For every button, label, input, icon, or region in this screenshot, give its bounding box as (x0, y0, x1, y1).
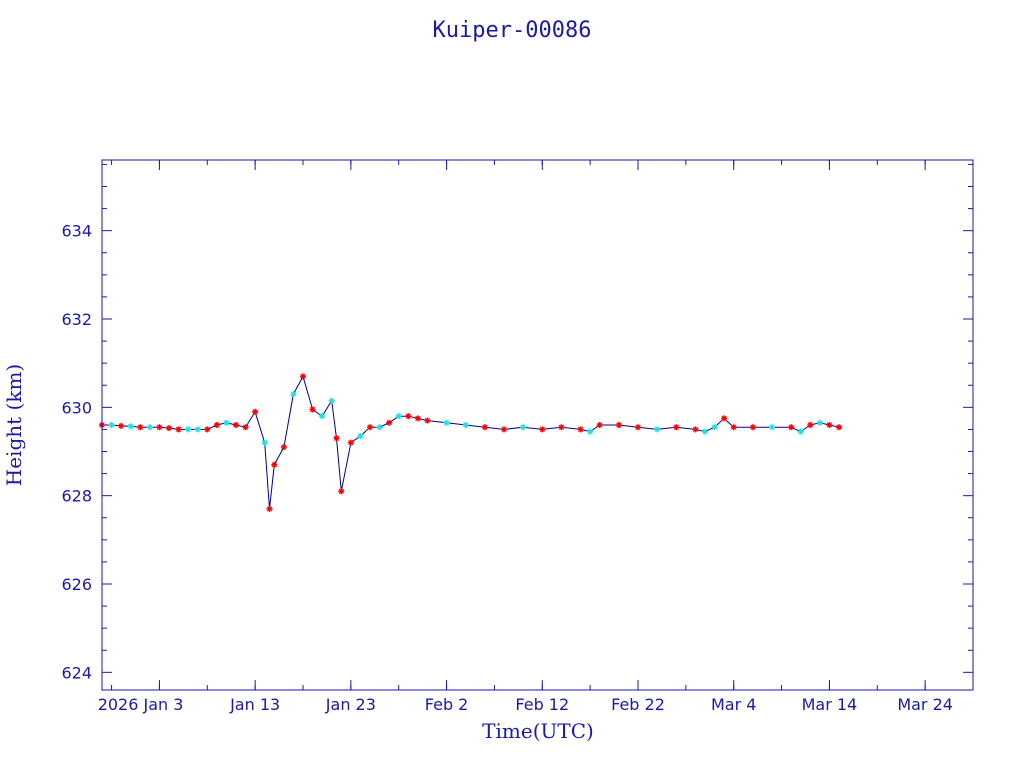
data-point (654, 426, 661, 433)
plot-frame (101, 159, 974, 691)
data-point (816, 419, 823, 426)
data-point (692, 426, 699, 433)
data-point (414, 415, 421, 422)
data-point (290, 391, 297, 398)
data-point (405, 413, 412, 420)
x-tick-label: Feb 22 (611, 695, 665, 714)
data-point (319, 413, 326, 420)
data-point (730, 424, 737, 431)
data-point (615, 422, 622, 428)
data-point (338, 488, 345, 495)
data-point (108, 422, 115, 428)
data-point (797, 428, 804, 435)
data-point (501, 426, 507, 433)
y-axis-label: Height (km) (2, 364, 26, 486)
data-point (635, 424, 641, 431)
data-point (386, 419, 393, 426)
data-point (673, 424, 680, 431)
series-line (102, 375, 840, 509)
y-tick-label: 630 (61, 398, 92, 417)
data-point (836, 424, 842, 431)
data-point (333, 435, 340, 442)
y-tick-label: 632 (61, 310, 92, 329)
data-point (395, 413, 402, 420)
data-point (242, 424, 249, 431)
x-tick-label: Jan 23 (325, 695, 376, 714)
data-point (137, 424, 144, 431)
chart-title: Kuiper-00086 (433, 18, 592, 43)
data-point (223, 419, 230, 426)
data-point (300, 373, 306, 380)
data-point (156, 424, 163, 431)
data-point (539, 426, 546, 433)
data-point (347, 439, 354, 446)
data-point (788, 424, 795, 431)
data-point (376, 424, 383, 431)
y-tick-label: 634 (61, 222, 92, 241)
data-point (367, 424, 373, 431)
x-tick-label: Jan 13 (229, 695, 280, 714)
y-tick-label: 626 (61, 575, 92, 594)
data-point (749, 424, 756, 431)
x-axis-label: Time(UTC) (482, 719, 594, 743)
data-point (520, 424, 527, 431)
data-point (261, 439, 268, 446)
data-point (280, 444, 287, 451)
data-point (166, 425, 172, 432)
data-point (266, 505, 273, 512)
data-point (587, 428, 594, 435)
data-point (558, 424, 565, 431)
data-point (146, 424, 153, 431)
y-tick-label: 628 (61, 487, 92, 506)
data-point (424, 417, 431, 424)
data-point (577, 426, 584, 433)
data-point (271, 461, 278, 468)
data-point (118, 422, 125, 429)
data-point (826, 422, 833, 428)
data-point (233, 422, 239, 428)
data-point (328, 397, 335, 404)
x-tick-label: Mar 14 (802, 695, 858, 714)
data-point (252, 408, 259, 415)
data-point (721, 415, 728, 422)
data-point (711, 424, 718, 431)
data-point (807, 422, 814, 428)
x-tick-label: 2026 Jan 3 (98, 695, 184, 714)
data-point (357, 433, 364, 440)
x-tick-label: Feb 12 (515, 695, 569, 714)
x-tick-label: Mar 24 (897, 695, 953, 714)
y-tick-label: 624 (61, 663, 92, 682)
x-axis: 2026 Jan 3 Jan 13 Jan 23 Feb 2 Feb 12 Feb 22 M… (98, 160, 974, 714)
plot-area (99, 373, 842, 512)
data-point (194, 426, 201, 433)
data-point (127, 423, 134, 430)
data-point (213, 422, 220, 428)
x-tick-label: Feb 2 (425, 695, 469, 714)
data-point (702, 428, 708, 435)
data-point (596, 422, 603, 428)
data-point (175, 426, 182, 433)
x-tick-label: Mar 4 (711, 695, 756, 714)
data-point (481, 424, 488, 431)
data-point (769, 424, 775, 431)
data-point (309, 406, 316, 413)
y-axis: 624 626 628 630 632 634 (61, 163, 973, 682)
data-point (443, 419, 450, 426)
data-point (204, 426, 211, 433)
data-point (185, 426, 192, 433)
data-point (462, 422, 469, 428)
